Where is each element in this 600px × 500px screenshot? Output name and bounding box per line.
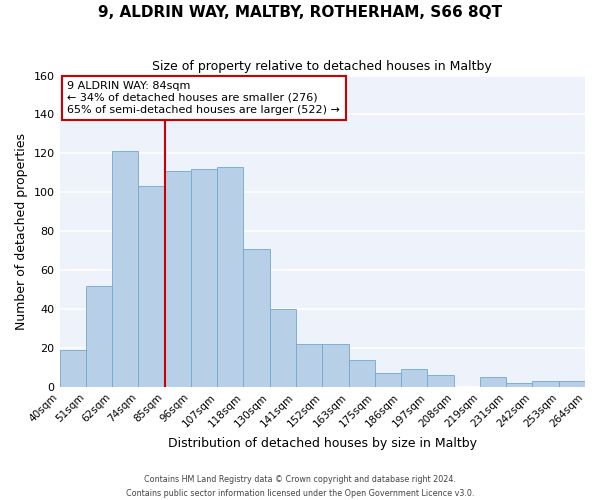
Text: 9, ALDRIN WAY, MALTBY, ROTHERHAM, S66 8QT: 9, ALDRIN WAY, MALTBY, ROTHERHAM, S66 8Q… — [98, 5, 502, 20]
Bar — [59, 350, 86, 387]
Bar — [375, 374, 401, 387]
Bar — [480, 377, 506, 387]
Bar — [164, 171, 191, 387]
X-axis label: Distribution of detached houses by size in Maltby: Distribution of detached houses by size … — [168, 437, 477, 450]
Bar — [401, 370, 427, 387]
Bar — [296, 344, 322, 387]
Bar — [244, 249, 270, 387]
Bar — [349, 360, 375, 387]
Text: 9 ALDRIN WAY: 84sqm
← 34% of detached houses are smaller (276)
65% of semi-detac: 9 ALDRIN WAY: 84sqm ← 34% of detached ho… — [67, 82, 340, 114]
Bar — [86, 286, 112, 387]
Bar — [270, 309, 296, 387]
Text: Contains HM Land Registry data © Crown copyright and database right 2024.
Contai: Contains HM Land Registry data © Crown c… — [126, 476, 474, 498]
Bar — [217, 167, 244, 387]
Bar — [427, 376, 454, 387]
Bar — [112, 152, 139, 387]
Title: Size of property relative to detached houses in Maltby: Size of property relative to detached ho… — [152, 60, 492, 73]
Bar — [322, 344, 349, 387]
Bar — [532, 381, 559, 387]
Bar — [139, 186, 164, 387]
Y-axis label: Number of detached properties: Number of detached properties — [15, 133, 28, 330]
Bar — [191, 169, 217, 387]
Bar — [506, 383, 532, 387]
Bar — [559, 381, 585, 387]
